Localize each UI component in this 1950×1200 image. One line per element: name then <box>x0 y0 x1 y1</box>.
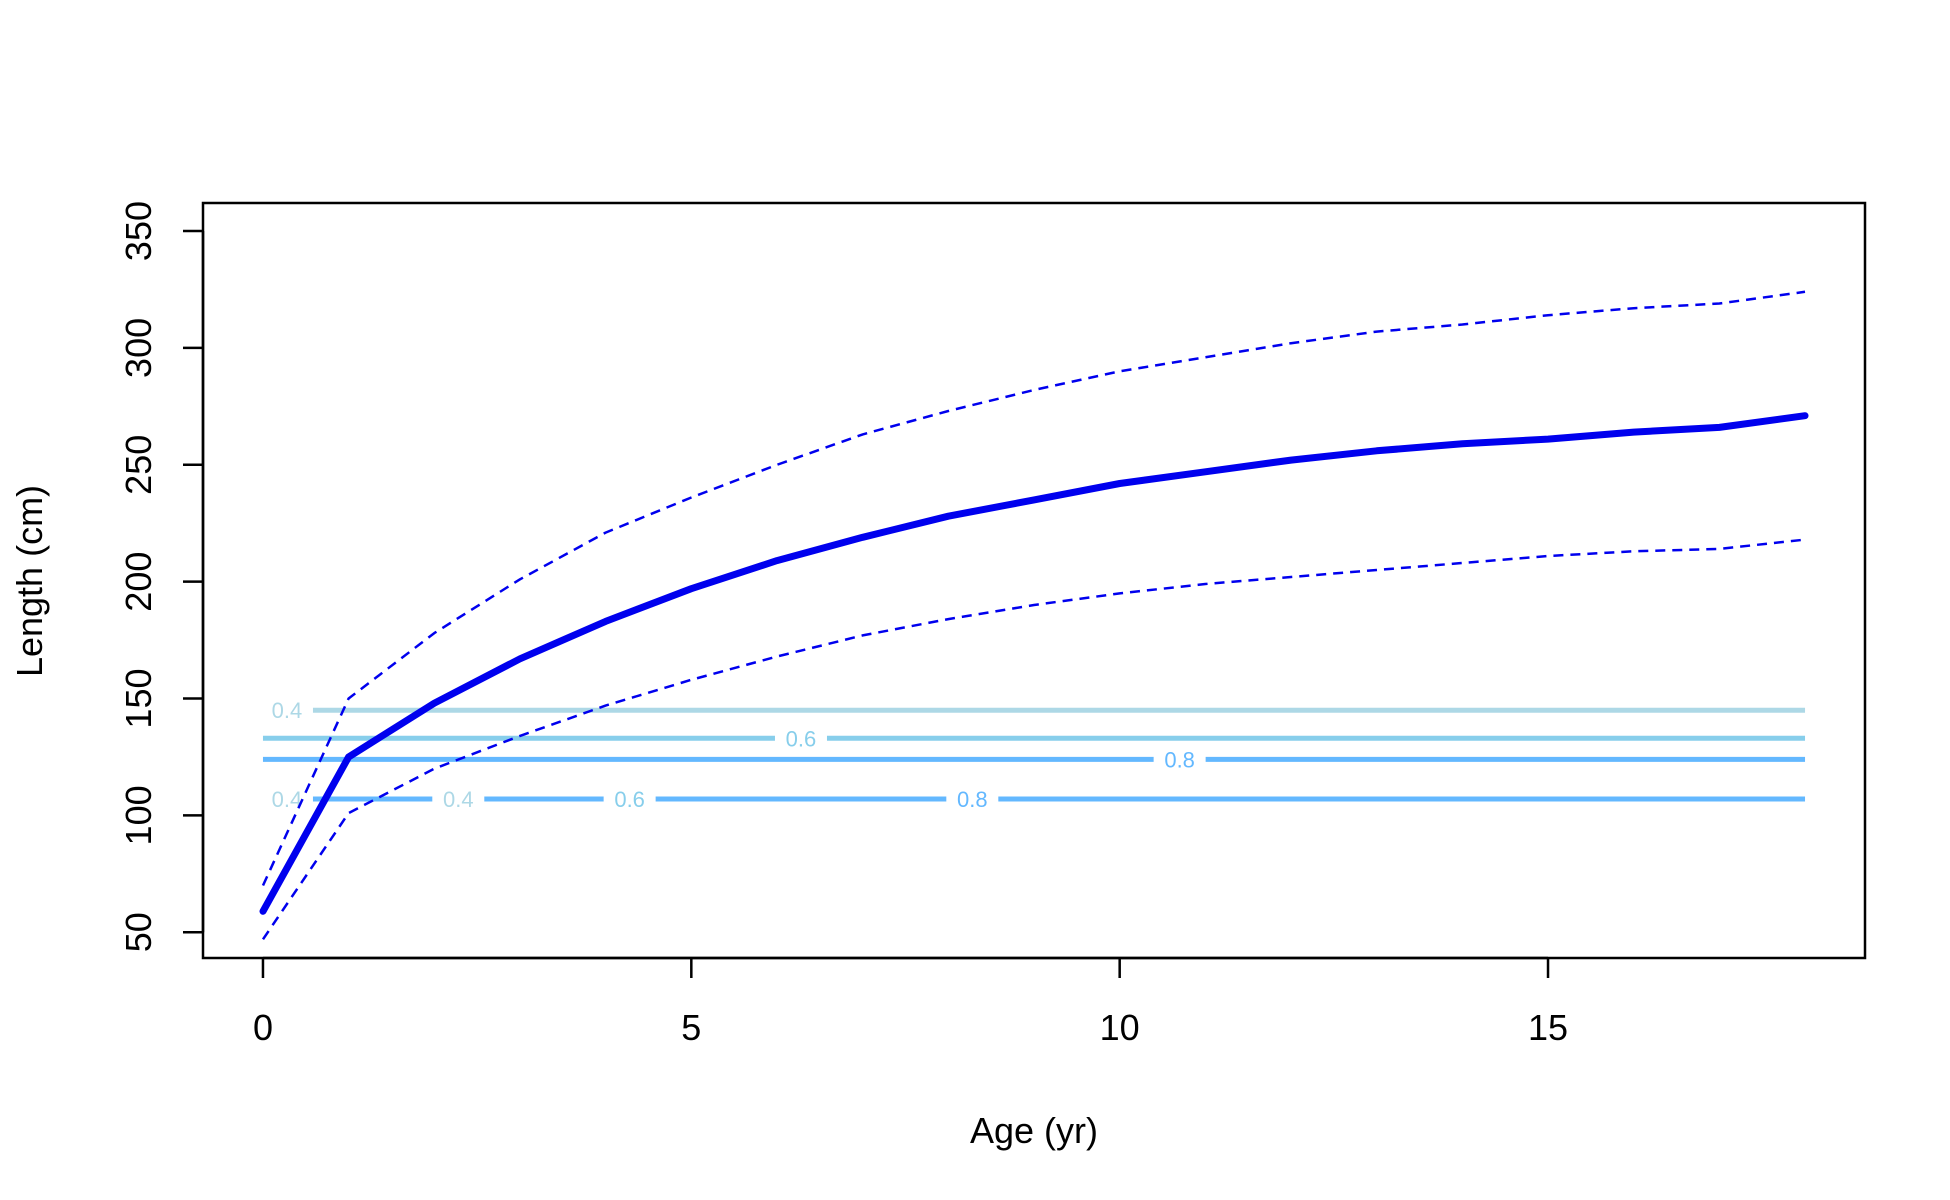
y-tick-label-2: 150 <box>118 669 159 729</box>
x-axis: 0 5 10 15 <box>253 956 1568 1048</box>
series-line-2 <box>261 538 1806 941</box>
y-tick-label-0: 50 <box>118 912 159 952</box>
x-tick-label-0: 0 <box>253 1007 273 1048</box>
y-tick-label-5: 300 <box>118 318 159 378</box>
y-tick-label-4: 250 <box>118 435 159 495</box>
y-tick-label-3: 200 <box>118 552 159 612</box>
x-tick-label-3: 15 <box>1528 1007 1568 1048</box>
series-line-1 <box>261 290 1806 887</box>
y-axis-title: Length (cm) <box>9 485 50 677</box>
data-series <box>259 290 1809 941</box>
contour-label-2-0: 0.8 <box>1164 747 1195 772</box>
contour-label-3-1: 0.4 <box>443 787 474 812</box>
contour-label-3-3: 0.8 <box>957 787 988 812</box>
contour-label-3-2: 0.6 <box>614 787 645 812</box>
y-axis: 50 100 150 200 250 300 350 <box>118 201 205 952</box>
x-tick-label-2: 10 <box>1100 1007 1140 1048</box>
x-axis-title: Age (yr) <box>970 1110 1098 1151</box>
y-tick-label-6: 350 <box>118 201 159 261</box>
contour-label-0-0: 0.4 <box>272 698 303 723</box>
series-line-0 <box>259 412 1809 915</box>
x-tick-label-1: 5 <box>681 1007 701 1048</box>
contour-label-1-0: 0.6 <box>786 726 817 751</box>
contour-label-3-0: 0.4 <box>272 787 303 812</box>
contour-lines: 0.4 0.6 0.8 0.4 0.4 0.6 0.8 <box>262 698 1806 812</box>
y-tick-label-1: 100 <box>118 785 159 845</box>
